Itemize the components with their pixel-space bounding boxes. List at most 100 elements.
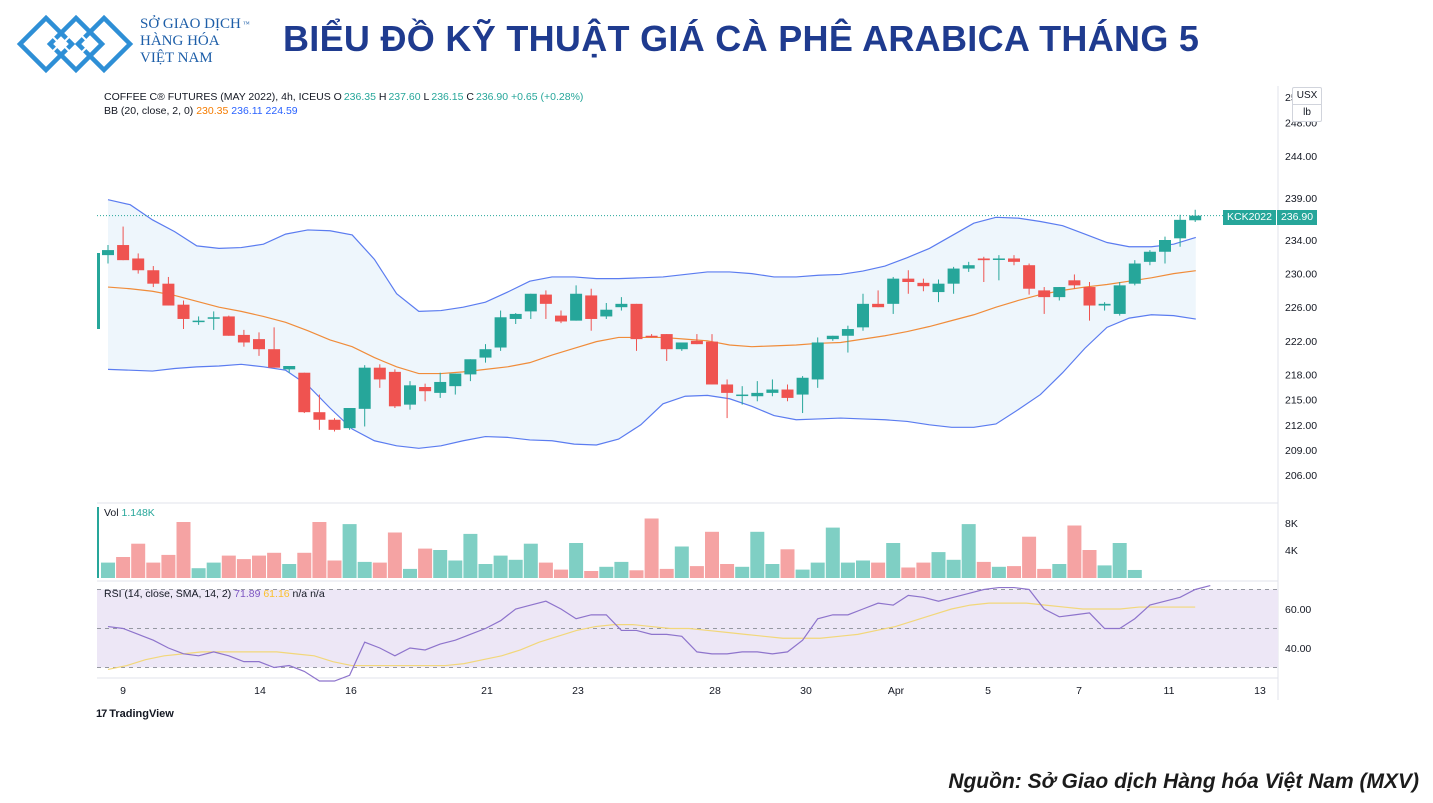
volume-bar bbox=[840, 562, 855, 578]
candle-body bbox=[962, 265, 975, 269]
volume-bar bbox=[342, 524, 357, 578]
volume-bar bbox=[116, 557, 131, 578]
time-tick-label: 7 bbox=[1076, 685, 1082, 697]
candle-body bbox=[992, 258, 1005, 260]
legend-c-label: C bbox=[466, 91, 474, 103]
candle-body bbox=[222, 316, 235, 336]
volume-bar bbox=[191, 568, 206, 578]
legend-low: 236.15 bbox=[431, 91, 464, 103]
candle-body bbox=[615, 303, 628, 308]
candle-body bbox=[509, 313, 522, 319]
candle-body bbox=[192, 320, 205, 323]
candle-body bbox=[358, 367, 371, 409]
candle-body bbox=[826, 335, 839, 340]
legend-high: 237.60 bbox=[388, 91, 421, 103]
volume-bar bbox=[433, 550, 448, 578]
volume-bar bbox=[252, 555, 266, 578]
volume-bar bbox=[795, 569, 810, 578]
rsi-legend: RSI (14, close, SMA, 14, 2) 71.89 61.16 … bbox=[104, 588, 325, 600]
candle-body bbox=[449, 373, 462, 387]
volume-bar bbox=[765, 564, 780, 578]
candle-body bbox=[1038, 290, 1051, 298]
unit-label[interactable]: lb bbox=[1303, 107, 1311, 118]
vol-edge-marker bbox=[97, 507, 99, 578]
volume-bar bbox=[689, 566, 704, 578]
volume-bar bbox=[1097, 565, 1112, 578]
candle-body bbox=[283, 366, 296, 370]
candle-body bbox=[404, 385, 416, 405]
candle-body bbox=[479, 349, 492, 358]
volume-bar bbox=[810, 562, 825, 578]
candle-body bbox=[1068, 280, 1081, 286]
candle-body bbox=[857, 303, 869, 328]
time-tick-label: 11 bbox=[1164, 685, 1175, 697]
rsi-sma-line bbox=[107, 602, 1196, 671]
rsi-na-1: n/a bbox=[292, 588, 308, 600]
volume-bar bbox=[508, 559, 523, 578]
vol-value: 1.148K bbox=[121, 507, 155, 519]
time-tick-label: 9 bbox=[120, 685, 126, 697]
tradingview-logo[interactable]: 17 TradingView bbox=[96, 708, 174, 720]
candle-body bbox=[1053, 287, 1066, 298]
volume-bar bbox=[991, 566, 1006, 578]
volume-bar bbox=[961, 524, 976, 578]
volume-bar bbox=[448, 560, 463, 578]
logo-wordmark: SỞ GIAO DỊCH ™ HÀNG HÓA VIỆT NAM bbox=[140, 16, 250, 67]
candle-body bbox=[660, 334, 673, 350]
volume-bar bbox=[146, 562, 161, 578]
volume-bar bbox=[1067, 525, 1082, 578]
time-tick-label: 5 bbox=[985, 685, 991, 697]
time-tick-label: 28 bbox=[709, 685, 721, 697]
vol-legend: Vol 1.148K bbox=[104, 507, 155, 519]
candle-body bbox=[706, 341, 718, 385]
volume-bar bbox=[297, 552, 312, 578]
volume-bar bbox=[403, 568, 417, 578]
candle-body bbox=[811, 342, 824, 380]
mxv-logo-icon bbox=[16, 14, 134, 74]
currency-label[interactable]: USX bbox=[1293, 88, 1321, 105]
price-tick-label: 212.00 bbox=[1285, 420, 1317, 432]
rsi-sma-value: 61.16 bbox=[263, 588, 290, 600]
candle-body bbox=[690, 340, 703, 345]
candle-body bbox=[102, 250, 114, 256]
price-tick-label: 226.00 bbox=[1285, 302, 1317, 314]
candle-body bbox=[1143, 251, 1156, 262]
currency-unit-toggle[interactable]: USX lb bbox=[1292, 87, 1322, 122]
volume-bar bbox=[372, 562, 387, 578]
rsi-tick-label: 60.00 bbox=[1285, 604, 1311, 616]
rsi-na-2: n/a bbox=[310, 588, 325, 600]
candle-body bbox=[751, 392, 764, 397]
volume-bar bbox=[1007, 566, 1021, 578]
rsi-tick-label: 40.00 bbox=[1285, 643, 1311, 655]
candle-body bbox=[1159, 240, 1171, 252]
candle-body bbox=[237, 334, 250, 343]
price-tick-label: 230.00 bbox=[1285, 269, 1317, 281]
volume-bar bbox=[387, 532, 402, 578]
price-tick-label: 239.00 bbox=[1285, 193, 1317, 205]
volume-bar bbox=[1022, 536, 1037, 578]
volume-bar bbox=[780, 549, 795, 578]
candle-body bbox=[736, 394, 749, 397]
candle-body bbox=[162, 283, 175, 306]
candle-body bbox=[313, 412, 326, 420]
time-tick-label: 14 bbox=[254, 685, 266, 697]
candle-body bbox=[253, 339, 265, 350]
volume-tick-label: 8K bbox=[1285, 518, 1298, 530]
volume-bar bbox=[312, 522, 327, 578]
candle-body bbox=[177, 304, 190, 319]
volume-bar bbox=[554, 569, 568, 578]
volume-bar bbox=[282, 564, 297, 578]
volume-bar bbox=[267, 552, 282, 578]
bb-lower-value: 224.59 bbox=[265, 105, 298, 117]
logo-line3: VIỆT NAM bbox=[140, 50, 213, 66]
time-tick-label: 23 bbox=[572, 685, 584, 697]
candle-body bbox=[147, 270, 160, 284]
volume-bar bbox=[206, 562, 221, 578]
candle-body bbox=[781, 389, 794, 398]
candle-body bbox=[117, 245, 130, 261]
volume-bar bbox=[493, 555, 508, 578]
price-tick-label: 244.00 bbox=[1285, 151, 1317, 163]
price-tick-label: 206.00 bbox=[1285, 470, 1317, 482]
price-tick-label: 248.00 bbox=[1285, 117, 1317, 129]
